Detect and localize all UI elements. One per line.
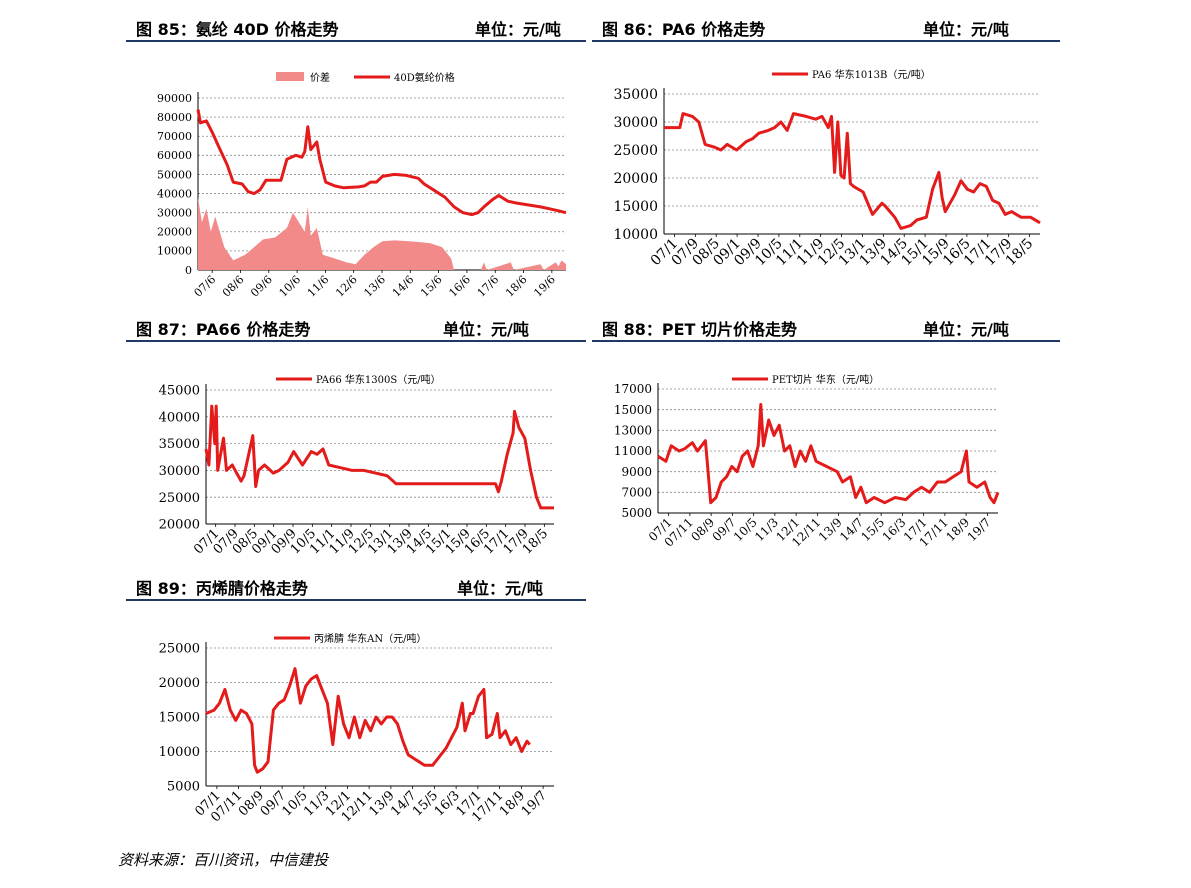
legend-label: 价差 xyxy=(310,71,330,84)
x-tick-label: 19/6 xyxy=(531,273,558,300)
x-tick-label: 13/6 xyxy=(361,273,388,300)
chart-unit: 单位：元/吨 xyxy=(457,579,543,598)
panel-85: 图 85：氨纶 40D 价格走势 单位：元/吨 0 10000 20000 30000… xyxy=(126,14,586,304)
y-tick-label: 5000 xyxy=(167,780,200,795)
x-tick-label: 14/6 xyxy=(390,273,417,300)
series-line xyxy=(204,404,554,510)
y-tick-label: 60000 xyxy=(157,149,192,162)
x-tick-label: 18/6 xyxy=(503,273,530,300)
legend-swatch xyxy=(276,72,304,81)
y-tick-label: 9000 xyxy=(621,465,652,479)
y-tick-label: 5000 xyxy=(621,506,652,520)
chart-87: 20000250003000035000400004500007/107/908… xyxy=(159,373,554,557)
source-note: 资料来源：百川资讯，中信建投 xyxy=(118,851,329,869)
panel-header: 图 88：PET 切片价格走势 单位：元/吨 xyxy=(592,314,1060,342)
y-tick-label: 80000 xyxy=(157,111,192,124)
legend-label: PET切片 华东（元/吨） xyxy=(772,373,879,386)
y-tick-label: 10000 xyxy=(613,227,658,243)
y-tick-label: 15000 xyxy=(614,403,652,417)
y-tick-label: 10000 xyxy=(157,245,192,258)
y-tick-label: 13000 xyxy=(614,424,652,438)
y-tick-label: 20000 xyxy=(157,226,192,239)
chart-title: 图 89：丙烯腈价格走势 xyxy=(136,579,308,598)
panel-87: 图 87：PA66 价格走势 单位：元/吨 20000 25000 30000 350… xyxy=(126,314,586,564)
y-tick-label: 25000 xyxy=(159,491,200,506)
x-tick-label: 17/6 xyxy=(475,273,502,300)
x-tick-label: 10/6 xyxy=(277,273,304,300)
chart-88: 5000700090001100013000150001700007/107/1… xyxy=(614,373,1000,550)
y-tick-label: 25000 xyxy=(613,143,658,159)
y-tick-label: 10000 xyxy=(159,745,200,760)
x-tick-label: 12/6 xyxy=(333,273,360,300)
legend-label: 丙烯腈 华东AN（元/吨） xyxy=(314,632,427,645)
y-tick-label: 35000 xyxy=(613,87,658,103)
y-tick-label: 70000 xyxy=(157,130,192,143)
chart-unit: 单位：元/吨 xyxy=(923,20,1009,39)
chart-89: 50001000015000200002500007/107/1108/909/… xyxy=(159,632,554,825)
y-tick-label: 15000 xyxy=(159,711,200,726)
y-tick-label: 0 xyxy=(185,264,192,277)
series-line xyxy=(657,403,1000,505)
y-tick-label: 15000 xyxy=(613,199,658,215)
panel-header: 图 86：PA6 价格走势 单位：元/吨 xyxy=(592,14,1060,42)
panel-header: 图 87：PA66 价格走势 单位：元/吨 xyxy=(126,314,586,342)
chart-86: 10000150002000025000300003500007/107/908… xyxy=(613,68,1041,269)
y-tick-label: 30000 xyxy=(159,464,200,479)
x-tick-label: 16/6 xyxy=(446,273,473,300)
y-tick-label: 30000 xyxy=(157,207,192,220)
series-line xyxy=(205,667,531,774)
x-tick-label: 15/6 xyxy=(418,273,445,300)
series-area-价差 xyxy=(198,197,566,270)
panel-89: 图 89：丙烯腈价格走势 单位：元/吨 5000 10000 15000 20000 2… xyxy=(126,573,586,843)
series-line xyxy=(664,112,1041,230)
x-tick-label: 07/6 xyxy=(192,273,219,300)
chart-85: 0 10000 20000 30000 40000 50000 60000 70000 8000… xyxy=(157,71,567,300)
panel-header: 图 85：氨纶 40D 价格走势 单位：元/吨 xyxy=(126,14,586,42)
y-tick-label: 45000 xyxy=(159,384,200,399)
y-tick-label: 11000 xyxy=(614,444,652,458)
chart-title: 图 86：PA6 价格走势 xyxy=(602,20,766,39)
y-tick-label: 50000 xyxy=(157,168,192,181)
legend-label: 40D氨纶价格 xyxy=(394,71,455,84)
legend-label: PA66 华东1300S（元/吨） xyxy=(316,373,441,386)
x-tick-label: 08/6 xyxy=(220,273,247,300)
chart-title: 图 85：氨纶 40D 价格走势 xyxy=(136,20,339,39)
panel-88: 图 88：PET 切片价格走势 单位：元/吨 5000 7000 9000 11000… xyxy=(592,314,1060,564)
x-tick-label: 19/7 xyxy=(965,515,994,544)
y-tick-label: 35000 xyxy=(159,437,200,452)
chart-unit: 单位：元/吨 xyxy=(443,320,529,339)
panel-header: 图 89：丙烯腈价格走势 单位：元/吨 xyxy=(126,573,586,601)
y-tick-label: 20000 xyxy=(613,171,658,187)
chart-title: 图 88：PET 切片价格走势 xyxy=(602,320,797,339)
y-tick-label: 90000 xyxy=(157,92,192,105)
y-tick-label: 17000 xyxy=(614,382,652,396)
y-tick-label: 40000 xyxy=(157,187,192,200)
y-tick-label: 20000 xyxy=(159,676,200,691)
x-tick-label: 11/6 xyxy=(305,273,332,300)
chart-unit: 单位：元/吨 xyxy=(923,320,1009,339)
y-tick-label: 30000 xyxy=(613,115,658,131)
y-tick-label: 25000 xyxy=(159,642,200,657)
y-tick-label: 20000 xyxy=(159,518,200,533)
x-tick-label: 19/7 xyxy=(519,788,550,819)
y-tick-label: 7000 xyxy=(621,486,652,500)
panel-86: 图 86：PA6 价格走势 单位：元/吨 10000 15000 20000 2500… xyxy=(592,14,1060,304)
chart-title: 图 87：PA66 价格走势 xyxy=(136,320,311,339)
legend-label: PA6 华东1013B（元/吨） xyxy=(812,68,931,81)
y-tick-label: 40000 xyxy=(159,410,200,425)
x-tick-label: 09/6 xyxy=(248,273,275,300)
series-line xyxy=(196,109,567,217)
chart-unit: 单位：元/吨 xyxy=(475,20,561,39)
